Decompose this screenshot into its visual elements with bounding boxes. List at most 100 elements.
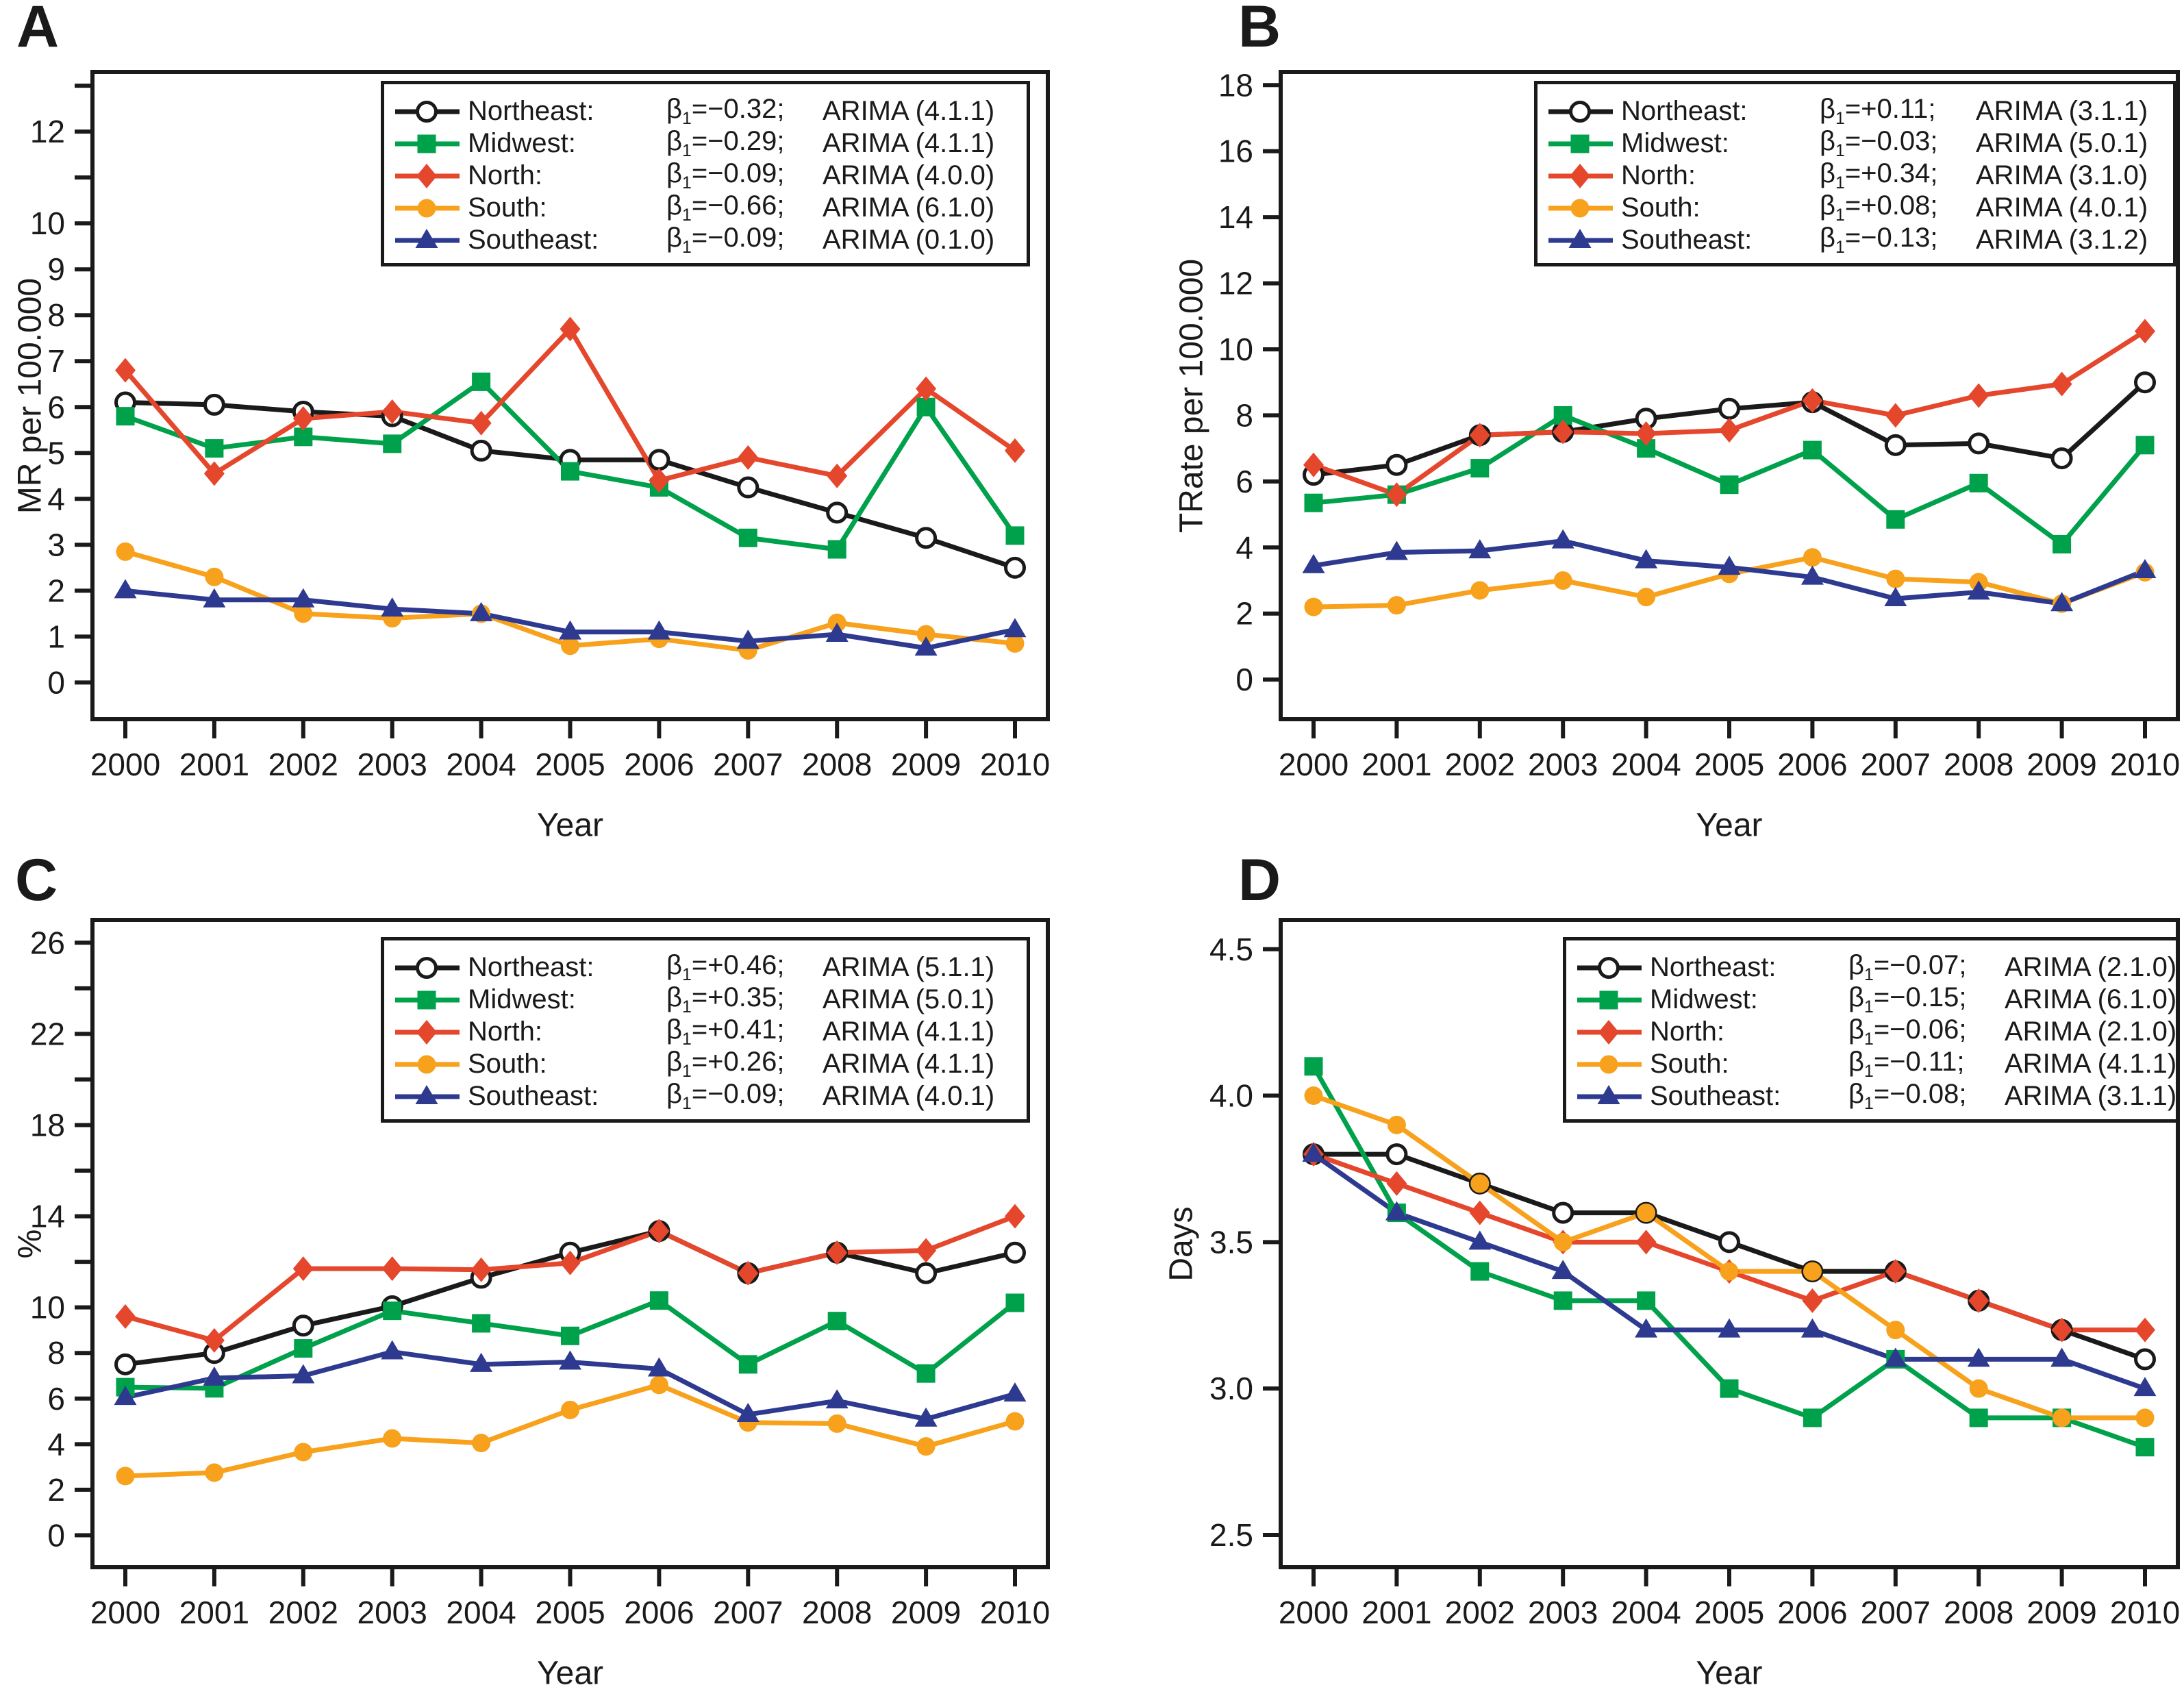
y-tick-label: 10 bbox=[1218, 332, 1253, 367]
y-tick-label: 5 bbox=[47, 435, 65, 471]
data-point bbox=[825, 623, 849, 643]
y-tick-label: 26 bbox=[30, 925, 65, 960]
legend-region-label: South: bbox=[468, 192, 547, 223]
legend-marker-icon bbox=[1577, 990, 1642, 1009]
x-tick-label: 2003 bbox=[1528, 747, 1598, 782]
data-point bbox=[1803, 1408, 1822, 1427]
legend-beta-value: β1=−0.03; bbox=[1820, 126, 1938, 160]
data-point bbox=[470, 439, 492, 462]
data-point bbox=[1719, 418, 1740, 443]
data-point bbox=[1720, 1379, 1739, 1398]
x-tick-label: 2002 bbox=[1445, 747, 1515, 782]
x-tick-label: 2009 bbox=[891, 1595, 961, 1630]
data-point bbox=[1599, 990, 1618, 1009]
data-point bbox=[115, 1304, 136, 1329]
legend-row: Southeast: β1=−0.08; ARIMA (3.1.1) bbox=[1576, 1079, 2176, 1113]
legend-row: Southeast: β1=−0.13; ARIMA (3.1.2) bbox=[1547, 223, 2166, 257]
data-point bbox=[2135, 1408, 2155, 1427]
y-tick-label: 2.5 bbox=[1209, 1517, 1253, 1553]
panel-letter-D: D bbox=[1238, 847, 1281, 913]
y-tick-label: 18 bbox=[1218, 67, 1253, 103]
data-point bbox=[116, 542, 135, 561]
y-tick-label: 22 bbox=[30, 1016, 65, 1051]
y-tick-label: 3.0 bbox=[1209, 1371, 1253, 1406]
data-point bbox=[381, 399, 403, 424]
data-point bbox=[470, 601, 493, 621]
y-tick-label: 12 bbox=[1218, 266, 1253, 301]
data-point bbox=[736, 1403, 760, 1423]
x-tick-label: 2010 bbox=[2110, 1595, 2180, 1630]
y-tick-label: 4 bbox=[47, 481, 65, 516]
data-point bbox=[738, 1260, 759, 1286]
data-point bbox=[2053, 534, 2072, 553]
data-point bbox=[470, 410, 492, 436]
legend-beta-value: β1=+0.11; bbox=[1820, 94, 1936, 128]
data-point bbox=[1468, 539, 1492, 559]
data-point bbox=[2135, 319, 2155, 344]
data-point bbox=[1553, 419, 1574, 445]
panel-C: C % Year 0 2 4 6 8 10 14 18 22 26 2000 2001 2002 2003… bbox=[0, 848, 1092, 1696]
data-point bbox=[1005, 1293, 1025, 1312]
legend-row: Northeast: β1=−0.07; ARIMA (2.1.0) bbox=[1576, 950, 2176, 984]
data-point bbox=[205, 1463, 224, 1482]
data-point bbox=[294, 1339, 313, 1358]
data-point bbox=[2050, 447, 2073, 470]
legend-row: Midwest: β1=−0.29; ARIMA (4.1.1) bbox=[394, 126, 1020, 160]
legend-beta-value: β1=+0.41; bbox=[666, 1014, 785, 1049]
y-tick-label: 10 bbox=[30, 205, 65, 241]
data-point bbox=[1802, 1288, 1823, 1313]
data-point bbox=[472, 1434, 491, 1453]
legend-row: Midwest: β1=−0.15; ARIMA (6.1.0) bbox=[1576, 982, 2176, 1017]
legend-row: Southeast: β1=−0.09; ARIMA (4.0.1) bbox=[394, 1079, 1020, 1113]
x-axis-title: Year bbox=[1696, 1655, 1763, 1692]
legend-region-label: Midwest: bbox=[468, 984, 576, 1014]
y-tick-label: 7 bbox=[47, 343, 65, 379]
data-point bbox=[1570, 163, 1590, 188]
x-tick-label: 2000 bbox=[1279, 1595, 1348, 1630]
legend-arima-label: ARIMA (6.1.0) bbox=[823, 192, 995, 223]
legend-beta-value: β1=+0.35; bbox=[666, 982, 785, 1017]
legend-C: Northeast: β1=+0.46; ARIMA (5.1.1) Midwe… bbox=[381, 937, 1030, 1123]
data-point bbox=[1884, 434, 1907, 456]
legend-row: Northeast: β1=+0.46; ARIMA (5.1.1) bbox=[394, 950, 1020, 984]
x-tick-label: 2005 bbox=[1694, 747, 1764, 782]
data-point bbox=[416, 1019, 437, 1045]
data-point bbox=[416, 100, 438, 123]
legend-region-label: North: bbox=[468, 160, 542, 190]
legend-region-label: Midwest: bbox=[1621, 128, 1729, 158]
legend-region-label: South: bbox=[1621, 192, 1700, 223]
panel-letter-C: C bbox=[15, 847, 58, 913]
data-point bbox=[1968, 383, 1990, 408]
data-point bbox=[1637, 1204, 1656, 1223]
data-point bbox=[1003, 1382, 1027, 1402]
y-tick-label: 16 bbox=[1218, 134, 1253, 169]
legend-marker-icon bbox=[395, 1055, 460, 1073]
data-point bbox=[1597, 1084, 1620, 1104]
x-tick-label: 2000 bbox=[90, 1595, 160, 1630]
panel-letter-A: A bbox=[16, 0, 60, 60]
legend-arima-label: ARIMA (3.1.1) bbox=[1976, 96, 2148, 126]
x-tick-label: 2007 bbox=[1861, 747, 1931, 782]
x-tick-label: 2010 bbox=[2110, 747, 2180, 782]
data-point bbox=[736, 629, 760, 649]
legend-beta-value: β1=−0.29; bbox=[666, 126, 785, 160]
data-point bbox=[1304, 1057, 1323, 1076]
y-tick-label: 12 bbox=[30, 114, 65, 149]
panel-A: A MR per 100.000 Year 0 1 2 3 4 5 6 7 8 9 10 12 2000… bbox=[0, 0, 1092, 848]
data-point bbox=[1718, 397, 1740, 420]
x-tick-label: 2007 bbox=[713, 747, 783, 782]
data-point bbox=[561, 1326, 579, 1345]
legend-arima-label: ARIMA (3.1.0) bbox=[1976, 160, 2148, 190]
legend-row: South: β1=−0.11; ARIMA (4.1.1) bbox=[1576, 1047, 2176, 1081]
legend-marker-icon bbox=[1577, 1019, 1642, 1045]
data-point bbox=[2135, 436, 2155, 455]
data-point bbox=[1304, 493, 1323, 512]
x-axis-title: Year bbox=[1696, 807, 1763, 844]
data-point bbox=[416, 956, 438, 979]
legend-beta-value: β1=−0.11; bbox=[1848, 1047, 1965, 1081]
legend-region-label: Northeast: bbox=[468, 96, 594, 126]
data-point bbox=[827, 1414, 846, 1433]
data-point bbox=[1004, 1241, 1026, 1264]
data-point bbox=[1385, 453, 1408, 476]
y-tick-label: 18 bbox=[30, 1107, 65, 1143]
